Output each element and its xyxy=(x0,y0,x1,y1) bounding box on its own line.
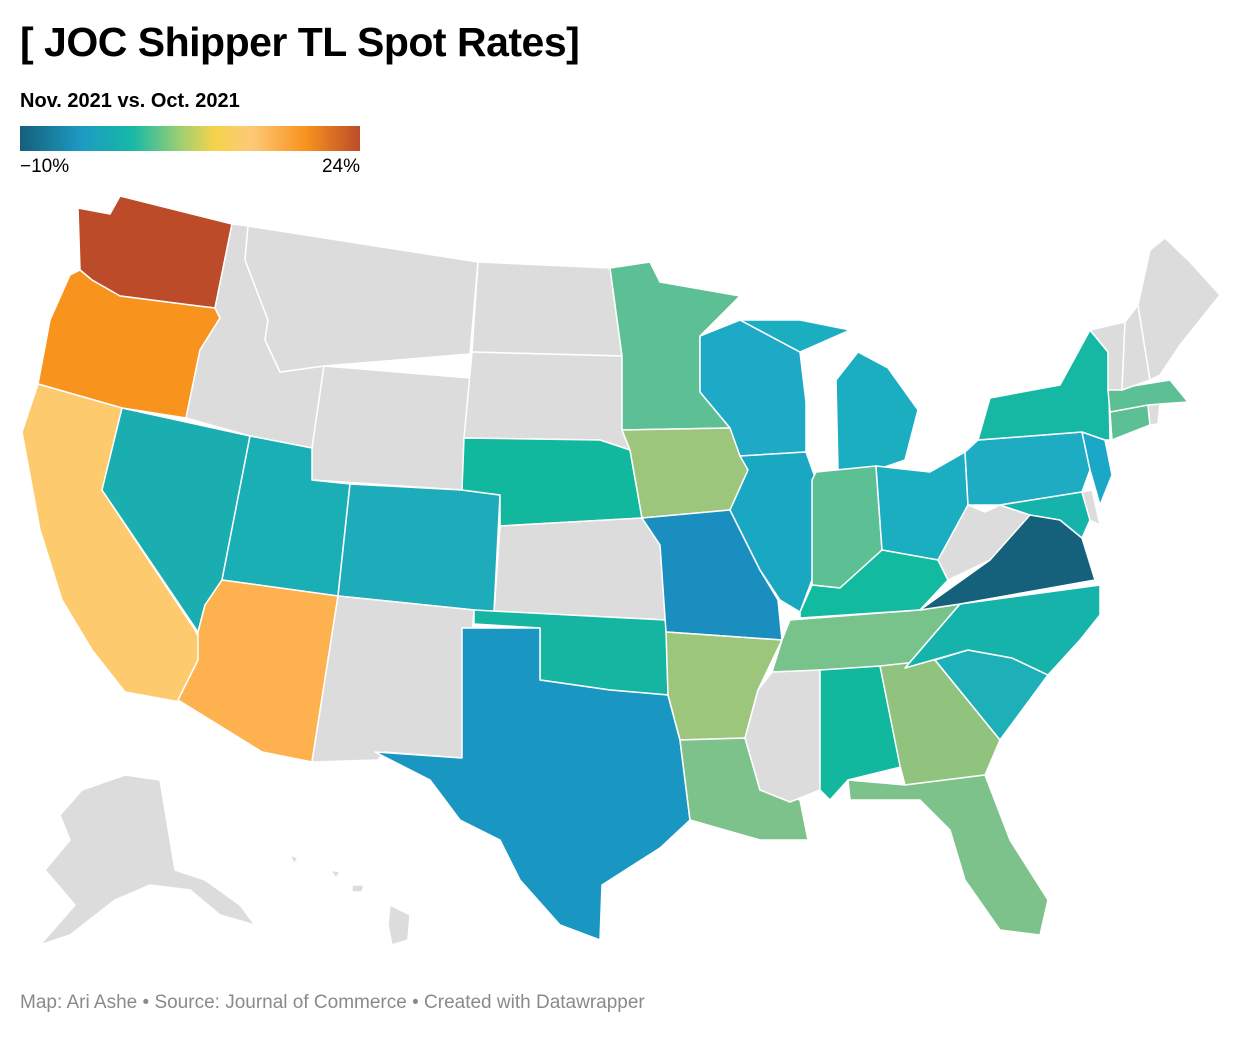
legend-min-label: −10% xyxy=(20,156,70,177)
chart-title: [ JOC Shipper TL Spot Rates] xyxy=(20,19,580,65)
state-rhode-island[interactable] xyxy=(1147,403,1161,426)
state-colorado[interactable] xyxy=(337,483,501,613)
state-new-york[interactable] xyxy=(977,329,1111,441)
state-kansas[interactable] xyxy=(493,517,667,621)
state-illinois[interactable] xyxy=(729,451,817,613)
state-new-mexico[interactable] xyxy=(311,595,475,763)
state-florida[interactable] xyxy=(847,774,1049,936)
state-montana[interactable] xyxy=(244,225,479,373)
state-delaware[interactable] xyxy=(1081,489,1101,526)
state-hawaii[interactable] xyxy=(289,854,411,946)
legend-max-label: 24% xyxy=(321,156,360,177)
state-north-dakota[interactable] xyxy=(471,261,623,357)
state-iowa[interactable] xyxy=(621,427,749,519)
us-choropleth-map xyxy=(21,195,1221,946)
state-vermont[interactable] xyxy=(1089,321,1126,391)
state-south-dakota[interactable] xyxy=(463,351,631,451)
color-legend: −10% 24% xyxy=(20,126,360,178)
state-alaska[interactable] xyxy=(39,774,256,946)
state-texas[interactable] xyxy=(374,627,691,941)
chart-footer: Map: Ari Ashe • Source: Journal of Comme… xyxy=(20,992,645,1013)
state-wyoming[interactable] xyxy=(311,365,471,491)
state-maine[interactable] xyxy=(1137,237,1221,381)
legend-gradient-bar xyxy=(20,126,360,151)
legend-title: Nov. 2021 vs. Oct. 2021 xyxy=(20,90,240,112)
legend-labels: −10% 24% xyxy=(20,156,360,178)
state-north-carolina[interactable] xyxy=(904,584,1101,676)
